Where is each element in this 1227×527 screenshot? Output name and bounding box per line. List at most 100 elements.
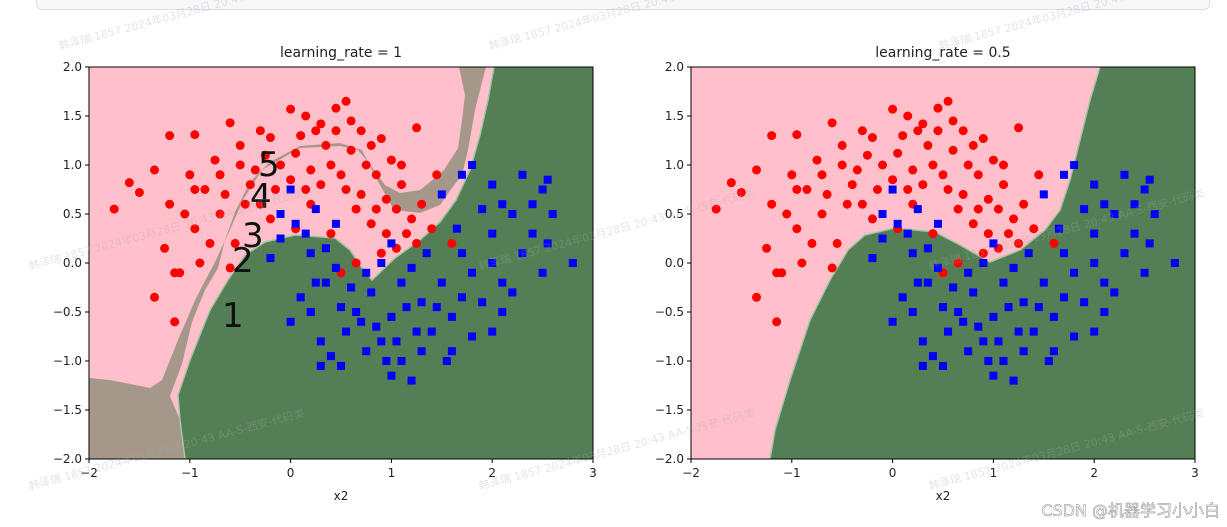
blue-point (989, 371, 998, 380)
blue-point (1100, 278, 1109, 287)
x-tick-label: −1 (181, 466, 199, 480)
red-point (301, 111, 311, 121)
red-point (923, 140, 933, 150)
blue-point (969, 288, 978, 297)
blue-point (397, 278, 406, 287)
blue-point (888, 185, 897, 194)
blue-point (266, 254, 275, 263)
red-point (412, 123, 422, 133)
red-point (782, 209, 792, 219)
red-point (893, 148, 903, 158)
red-point (356, 126, 366, 136)
blue-point (878, 210, 887, 218)
red-point (250, 165, 260, 175)
red-point (432, 170, 442, 180)
right-boundary (769, 66, 1101, 460)
red-point (767, 131, 777, 141)
blue-point (1140, 268, 1149, 277)
blue-point (357, 317, 366, 326)
red-point (752, 292, 762, 302)
blue-point (1090, 229, 1099, 238)
red-point (857, 126, 867, 136)
red-point (968, 219, 978, 229)
red-point (447, 238, 457, 248)
y-tick-label: 1.0 (63, 158, 82, 172)
blue-point (427, 327, 436, 336)
red-point (822, 189, 832, 199)
red-point (215, 170, 225, 180)
red-point (928, 229, 938, 239)
blue-point (316, 361, 325, 370)
blue-point (1059, 249, 1068, 258)
blue-point (1049, 347, 1058, 356)
blue-point (1014, 327, 1023, 336)
blue-point (954, 308, 963, 316)
red-point (832, 238, 842, 248)
y-tick-label: 2.0 (63, 60, 82, 74)
annotation-2: 2 (232, 241, 254, 281)
red-point (109, 204, 119, 214)
blue-point (908, 249, 917, 258)
blue-point (498, 308, 507, 316)
blue-point (518, 170, 527, 179)
red-point (847, 180, 857, 190)
blue-point (321, 244, 330, 253)
blue-point (367, 288, 376, 297)
red-point (195, 258, 205, 268)
blue-point (1130, 200, 1139, 209)
y-tick-label: −1.5 (53, 403, 82, 417)
y-tick-label: 0.0 (665, 256, 684, 270)
red-point (376, 248, 386, 258)
blue-point (498, 278, 507, 287)
blue-point (468, 161, 477, 169)
blue-point (538, 185, 547, 194)
red-point (736, 187, 746, 197)
red-point (888, 175, 898, 185)
red-point (958, 189, 968, 199)
red-point (124, 178, 134, 188)
blue-point (457, 293, 466, 302)
red-point (1019, 199, 1029, 209)
red-point (963, 160, 973, 170)
blue-point (442, 357, 451, 365)
blue-point (321, 278, 330, 287)
blue-point (964, 347, 973, 356)
red-point (792, 185, 802, 194)
blue-point (412, 327, 421, 336)
blue-point (331, 263, 340, 272)
blue-point (1034, 303, 1043, 312)
red-point (190, 224, 200, 234)
x-tick-label: 1 (990, 466, 998, 480)
blue-point (432, 303, 441, 312)
red-point (812, 155, 822, 165)
blue-point (437, 278, 446, 287)
red-point (326, 160, 336, 170)
blue-point (944, 327, 953, 336)
y-tick-label: −2.0 (53, 452, 82, 466)
blue-point (913, 278, 922, 287)
red-point (291, 148, 301, 158)
red-point (1034, 170, 1044, 180)
red-point (331, 103, 341, 113)
red-point (311, 126, 321, 136)
red-point (898, 131, 908, 141)
y-tick-label: 0.0 (63, 256, 82, 270)
red-point (396, 160, 406, 170)
red-point (286, 175, 296, 185)
blue-point (923, 278, 932, 287)
red-point (356, 189, 366, 199)
blue-point (1150, 210, 1159, 218)
red-point (918, 180, 928, 190)
blue-point (508, 210, 517, 218)
red-point (346, 116, 356, 126)
blue-point (276, 234, 285, 243)
blue-point (362, 347, 371, 356)
red-point (933, 103, 943, 113)
red-point (903, 111, 913, 121)
blue-point (999, 357, 1008, 365)
red-point (933, 126, 943, 136)
blue-point (392, 337, 401, 346)
blue-point (1039, 190, 1048, 199)
blue-point (422, 249, 431, 258)
blue-point (417, 298, 426, 307)
